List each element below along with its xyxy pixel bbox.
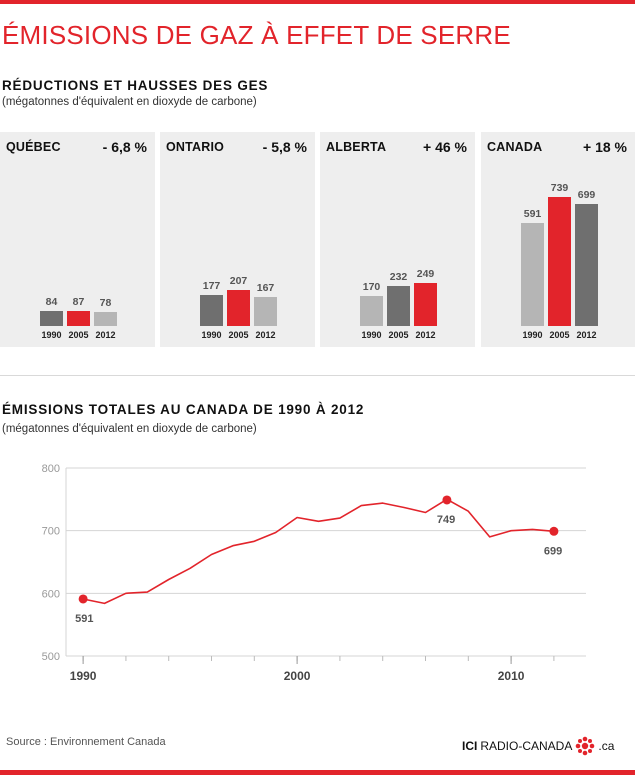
- y-tick-label: 800: [42, 463, 60, 475]
- bar-year-label: 1990: [361, 330, 382, 340]
- x-tick-label: 2000: [284, 669, 311, 683]
- section-title-total: ÉMISSIONS TOTALES AU CANADA DE 1990 À 20…: [2, 402, 365, 417]
- data-point: [549, 526, 559, 536]
- brand-name: RADIO-CANADA: [480, 739, 573, 753]
- panel-1: QUÉBEC - 6,8 % 84 1990 87 2005 78 2012: [0, 132, 155, 347]
- bottom-accent-rule: [0, 770, 635, 775]
- page-title: ÉMISSIONS DE GAZ À EFFET DE SERRE: [2, 20, 511, 50]
- panel-change: - 6,8 %: [102, 139, 147, 155]
- bar-value-label: 84: [45, 296, 58, 309]
- bar: [40, 311, 63, 326]
- bar-value-label: 170: [362, 281, 381, 294]
- bar-year-label: 2012: [255, 330, 276, 340]
- panel-name: ONTARIO: [166, 140, 225, 154]
- y-tick-label: 700: [42, 526, 60, 538]
- bar: [67, 310, 90, 326]
- bar-year-label: 1990: [522, 330, 543, 340]
- bar-value-label: 207: [229, 274, 248, 287]
- data-point: [442, 495, 452, 505]
- data-point-label: 591: [75, 613, 93, 625]
- data-point-label: 749: [437, 514, 455, 526]
- bar: [94, 312, 117, 326]
- bar: [254, 296, 277, 326]
- source-note: Source : Environnement Canada: [6, 736, 166, 748]
- section-title-reductions: RÉDUCTIONS ET HAUSSES DES GES: [2, 78, 269, 93]
- section-subtitle-total: (mégatonnes d'équivalent en dioxyde de c…: [2, 423, 257, 435]
- bar-value-label: 739: [550, 182, 569, 195]
- bar-value-label: 249: [416, 267, 435, 280]
- y-tick-label: 500: [42, 651, 60, 663]
- bar-year-label: 2005: [228, 330, 249, 340]
- bar-value-label: 87: [72, 295, 85, 308]
- bar: [521, 223, 544, 326]
- bar-value-label: 177: [202, 280, 221, 293]
- y-tick-label: 600: [42, 588, 60, 600]
- brand-prefix: ICI: [462, 739, 478, 753]
- canada-emissions-line-chart: 500 600 700 800 1990 2000 2010 591 749 699: [42, 463, 586, 683]
- panel-change: + 46 %: [423, 139, 467, 155]
- bar: [360, 296, 383, 326]
- panel-name: ALBERTA: [326, 140, 387, 154]
- bar-year-label: 1990: [201, 330, 222, 340]
- panel-2: ONTARIO - 5,8 % 177 1990 207 2005 167 2012: [160, 132, 315, 347]
- panel-name: CANADA: [487, 140, 543, 154]
- bar-value-label: 78: [99, 297, 112, 310]
- bar-year-label: 2005: [68, 330, 89, 340]
- bar: [200, 295, 223, 326]
- radio-canada-logo: ICI RADIO-CANADA .ca: [462, 736, 614, 756]
- data-point: [78, 594, 88, 604]
- bar: [414, 282, 437, 326]
- panel-name: QUÉBEC: [6, 140, 61, 154]
- bar: [387, 285, 410, 326]
- bar-year-label: 1990: [41, 330, 62, 340]
- series-line: [82, 498, 554, 605]
- bar: [227, 289, 250, 326]
- top-accent-rule: [0, 0, 635, 4]
- bar-year-label: 2005: [549, 330, 570, 340]
- panel-4: CANADA + 18 % 591 1990 739 2005 699 2012: [481, 132, 635, 347]
- section-divider: [0, 375, 635, 376]
- bar-year-label: 2012: [95, 330, 116, 340]
- data-point-label: 699: [544, 545, 562, 557]
- panel-change: - 5,8 %: [262, 139, 307, 155]
- bar-year-label: 2012: [415, 330, 436, 340]
- bar-year-label: 2012: [576, 330, 597, 340]
- panel-change: + 18 %: [583, 139, 627, 155]
- bar-value-label: 232: [389, 270, 408, 283]
- radio-canada-gem-icon: [576, 736, 595, 756]
- bar-value-label: 591: [523, 208, 542, 221]
- x-tick-label: 2010: [498, 669, 525, 683]
- panel-3: ALBERTA + 46 % 170 1990 232 2005 249 2012: [320, 132, 475, 347]
- bar: [575, 204, 598, 326]
- brand-suffix: .ca: [598, 739, 615, 753]
- section-subtitle-reductions: (mégatonnes d'équivalent en dioxyde de c…: [2, 96, 257, 108]
- bar: [548, 197, 571, 326]
- bar-year-label: 2005: [388, 330, 409, 340]
- x-tick-label: 1990: [70, 669, 97, 683]
- bar-value-label: 167: [256, 281, 275, 294]
- bar-value-label: 699: [577, 189, 596, 202]
